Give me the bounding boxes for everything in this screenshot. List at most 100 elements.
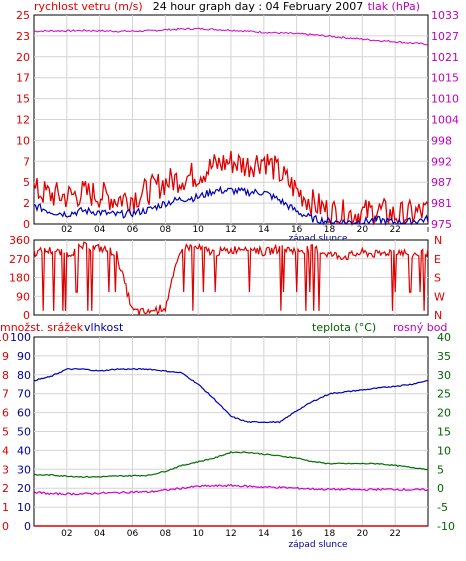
wind-direction-deg-tick-label: 360 bbox=[9, 234, 30, 247]
wind-pressure-x-tick-label: 14 bbox=[258, 225, 270, 235]
temperature-tick-label: -5 bbox=[437, 501, 448, 514]
rain-tick-label: 9 bbox=[2, 350, 9, 363]
wind-pressure-x-tick-label: 20 bbox=[357, 225, 369, 235]
wind-speed-tick-label: 5 bbox=[23, 176, 30, 189]
wind-speed-tick-label: 25 bbox=[16, 9, 30, 22]
chart-title: 24 hour graph day : 04 February 2007 bbox=[153, 0, 364, 13]
wind-pressure-x-tick-label: 06 bbox=[127, 225, 139, 235]
pressure-axis-title: tlak (hPa) bbox=[368, 0, 420, 13]
wind-direction-deg-tick-label: 270 bbox=[9, 253, 30, 266]
pressure-tick-label: 1010 bbox=[431, 93, 459, 106]
rain-tick-label: 10 bbox=[0, 331, 9, 344]
gust-line bbox=[33, 185, 429, 227]
temperature-tick-label: 25 bbox=[437, 388, 451, 401]
wind-direction-compass-tick-label: N bbox=[434, 234, 442, 247]
wind-pressure-x-tick-label: 04 bbox=[94, 225, 106, 235]
rain-tick-label: 5 bbox=[2, 426, 9, 439]
wind-speed-tick-label: 20 bbox=[16, 51, 30, 64]
pressure-tick-label: 998 bbox=[431, 134, 452, 147]
temperature-humidity-x-tick-label: 04 bbox=[94, 529, 106, 539]
temperature-humidity-x-tick-label: 20 bbox=[357, 529, 369, 539]
wind-speed-tick-label: 17 bbox=[16, 72, 30, 85]
temperature-tick-label: 20 bbox=[437, 407, 451, 420]
wind-direction-compass-tick-label: W bbox=[434, 290, 445, 303]
temperature-tick-label: -10 bbox=[437, 520, 455, 533]
wind-direction-deg-tick-label: 180 bbox=[9, 272, 30, 285]
rain-tick-label: 0 bbox=[2, 520, 9, 533]
temperature-tick-label: 35 bbox=[437, 350, 451, 363]
temperature-humidity-x-tick-label: 10 bbox=[192, 529, 204, 539]
wind-speed-tick-label: 15 bbox=[16, 93, 30, 106]
pressure-tick-label: 1004 bbox=[431, 114, 459, 127]
temperature-humidity-x-tick-label: 12 bbox=[225, 529, 236, 539]
wind-pressure-x-tick-label: ı bbox=[427, 225, 430, 235]
pressure-tick-label: 987 bbox=[431, 176, 452, 189]
wind-pressure-x-tick-label: 12 bbox=[225, 225, 236, 235]
temperature-tick-label: 40 bbox=[437, 331, 451, 344]
rain-tick-label: 1 bbox=[2, 501, 9, 514]
pressure-tick-label: 1027 bbox=[431, 30, 459, 43]
wind-speed-line bbox=[33, 150, 429, 227]
humidity-tick-label: 30 bbox=[17, 463, 31, 476]
dew-point-axis-title: rosný bod bbox=[393, 321, 447, 334]
wind-direction-line bbox=[33, 241, 429, 316]
wind-speed-tick-label: 7 bbox=[23, 155, 30, 168]
wind-pressure-x-tick-label: 10 bbox=[192, 225, 204, 235]
wind-speed-tick-label: 10 bbox=[16, 134, 30, 147]
rain-tick-label: 4 bbox=[2, 444, 9, 457]
wind-speed-tick-label: 12 bbox=[16, 114, 30, 127]
humidity-tick-label: 0 bbox=[24, 520, 31, 533]
humidity-tick-label: 60 bbox=[17, 407, 31, 420]
wind-direction-compass-tick-label: E bbox=[434, 253, 441, 266]
rain-tick-label: 6 bbox=[2, 407, 9, 420]
temperature-humidity-x-tick-label: 14 bbox=[258, 529, 270, 539]
pressure-line bbox=[33, 27, 429, 46]
rain-tick-label: 7 bbox=[2, 388, 9, 401]
wind-pressure-x-tick-label: 18 bbox=[324, 225, 336, 235]
sunset-label: západ slunce bbox=[288, 234, 348, 244]
humidity-tick-label: 70 bbox=[17, 388, 31, 401]
temperature-tick-label: 30 bbox=[437, 369, 451, 382]
sunset-label-bottom: západ slunce bbox=[288, 540, 348, 550]
temperature-humidity-x-tick-label: 18 bbox=[324, 529, 336, 539]
humidity-tick-label: 100 bbox=[10, 331, 31, 344]
temperature-humidity-x-tick-label: 02 bbox=[61, 529, 72, 539]
wind-direction-deg-tick-label: 90 bbox=[16, 290, 30, 303]
humidity-tick-label: 10 bbox=[17, 501, 31, 514]
wind-speed-axis-title: rychlost vetru (m/s) bbox=[34, 0, 143, 13]
temperature-tick-label: 15 bbox=[437, 426, 451, 439]
temperature-tick-label: 10 bbox=[437, 444, 451, 457]
rain-tick-label: 2 bbox=[2, 482, 9, 495]
wind-direction-deg-tick-label: 0 bbox=[23, 309, 30, 322]
wind-direction-compass-tick-label: N bbox=[434, 309, 442, 322]
pressure-tick-label: 1015 bbox=[431, 72, 459, 85]
temperature-humidity-x-tick-label: 08 bbox=[160, 529, 172, 539]
pressure-tick-label: 992 bbox=[431, 155, 452, 168]
temperature-tick-label: 5 bbox=[437, 463, 444, 476]
temperature-humidity-x-tick-label: 22 bbox=[389, 529, 400, 539]
wind-speed-tick-label: 23 bbox=[16, 30, 30, 43]
humidity-tick-label: 20 bbox=[17, 482, 31, 495]
humidity-tick-label: 80 bbox=[17, 369, 31, 382]
temperature-tick-label: 0 bbox=[437, 482, 444, 495]
humidity-tick-label: 40 bbox=[17, 444, 31, 457]
pressure-tick-label: 1033 bbox=[431, 9, 459, 22]
wind-pressure-x-tick-label: 08 bbox=[160, 225, 172, 235]
humidity-tick-label: 90 bbox=[17, 350, 31, 363]
wind-pressure-x-tick-label: 22 bbox=[389, 225, 400, 235]
rain-axis-title: množst. srážek bbox=[0, 321, 84, 334]
temperature-humidity-x-tick-label: 06 bbox=[127, 529, 139, 539]
pressure-tick-label: 975 bbox=[431, 218, 452, 231]
rain-tick-label: 8 bbox=[2, 369, 9, 382]
wind-direction-compass-tick-label: S bbox=[434, 272, 441, 285]
rain-tick-label: 3 bbox=[2, 463, 9, 476]
humidity-line bbox=[33, 367, 429, 424]
wind-pressure-x-tick-label: 16 bbox=[291, 225, 303, 235]
pressure-tick-label: 1021 bbox=[431, 51, 459, 64]
temperature-axis-title: teplota (°C) bbox=[312, 321, 376, 334]
humidity-tick-label: 50 bbox=[17, 426, 31, 439]
dew-point-line bbox=[33, 483, 429, 496]
wind-pressure-x-tick-label: 02 bbox=[61, 225, 72, 235]
wind-speed-tick-label: 0 bbox=[23, 218, 30, 231]
